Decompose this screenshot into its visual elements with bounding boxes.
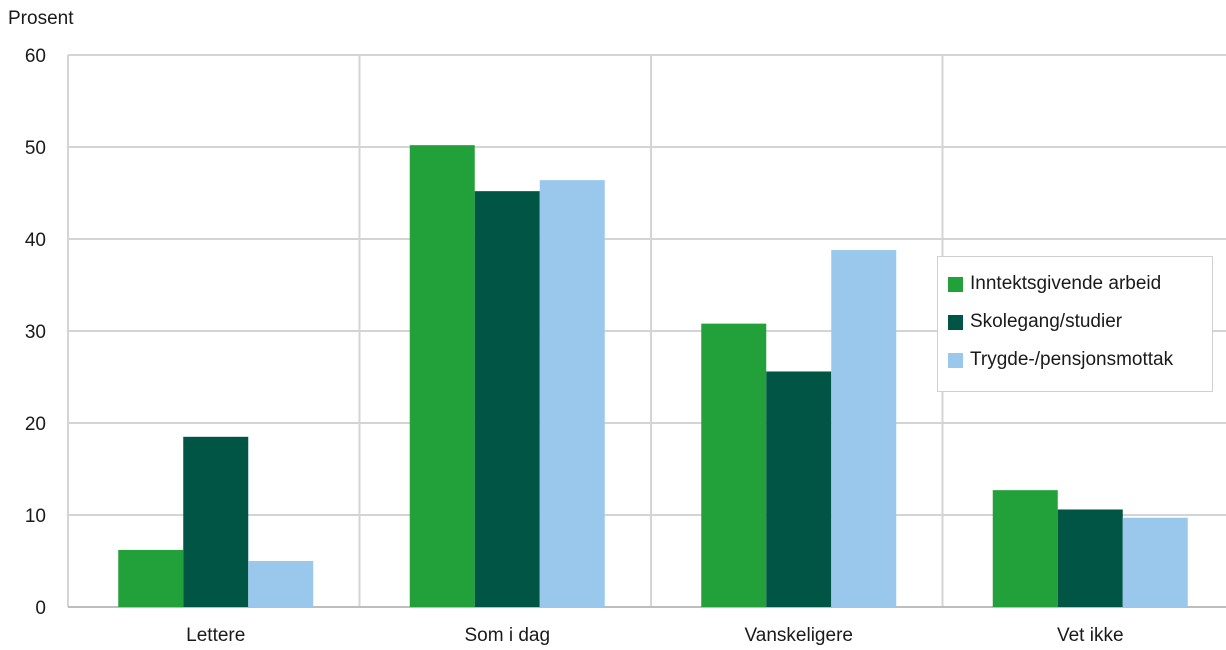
y-tick-label: 20 bbox=[25, 414, 46, 435]
bar bbox=[474, 191, 540, 607]
y-tick-label: 0 bbox=[35, 598, 46, 619]
bar bbox=[409, 145, 475, 607]
bar bbox=[831, 250, 897, 608]
legend-label: Trygde-/pensjonsmottak bbox=[970, 349, 1174, 370]
y-axis-title: Prosent bbox=[8, 8, 74, 29]
x-tick-label: Som i dag bbox=[464, 625, 550, 646]
legend-item: Inntektsgivende arbeid bbox=[948, 265, 1212, 303]
bar bbox=[992, 490, 1058, 607]
x-tick-label: Vanskeligere bbox=[745, 625, 853, 646]
legend-swatch-icon bbox=[948, 276, 963, 292]
y-tick-label: 30 bbox=[25, 322, 46, 343]
bar bbox=[183, 436, 249, 607]
legend-label: Skolegang/studier bbox=[970, 311, 1123, 332]
legend-item: Skolegang/studier bbox=[948, 303, 1212, 341]
y-tick-label: 40 bbox=[25, 230, 46, 251]
bar bbox=[1057, 509, 1123, 607]
y-tick-label: 50 bbox=[25, 138, 46, 159]
legend: Inntektsgivende arbeid Skolegang/studier… bbox=[937, 256, 1213, 392]
y-tick-label: 10 bbox=[25, 506, 46, 527]
x-tick-label: Lettere bbox=[186, 625, 245, 646]
legend-swatch-icon bbox=[948, 314, 963, 330]
bar bbox=[766, 371, 832, 607]
legend-label: Inntektsgivende arbeid bbox=[970, 273, 1162, 294]
bar bbox=[539, 180, 605, 607]
bar bbox=[118, 549, 184, 607]
bar bbox=[1122, 517, 1188, 607]
bars bbox=[118, 145, 1188, 608]
x-tick-label: Vet ikke bbox=[1057, 625, 1124, 646]
y-tick-label: 60 bbox=[25, 46, 46, 67]
legend-swatch-icon bbox=[948, 352, 963, 368]
bar bbox=[248, 561, 314, 607]
bar bbox=[701, 323, 767, 607]
y-tick-labels: 0 10 20 30 40 50 60 bbox=[25, 46, 46, 619]
x-tick-labels: Lettere Som i dag Vanskeligere Vet ikke bbox=[186, 625, 1123, 646]
legend-item: Trygde-/pensjonsmottak bbox=[948, 341, 1212, 379]
